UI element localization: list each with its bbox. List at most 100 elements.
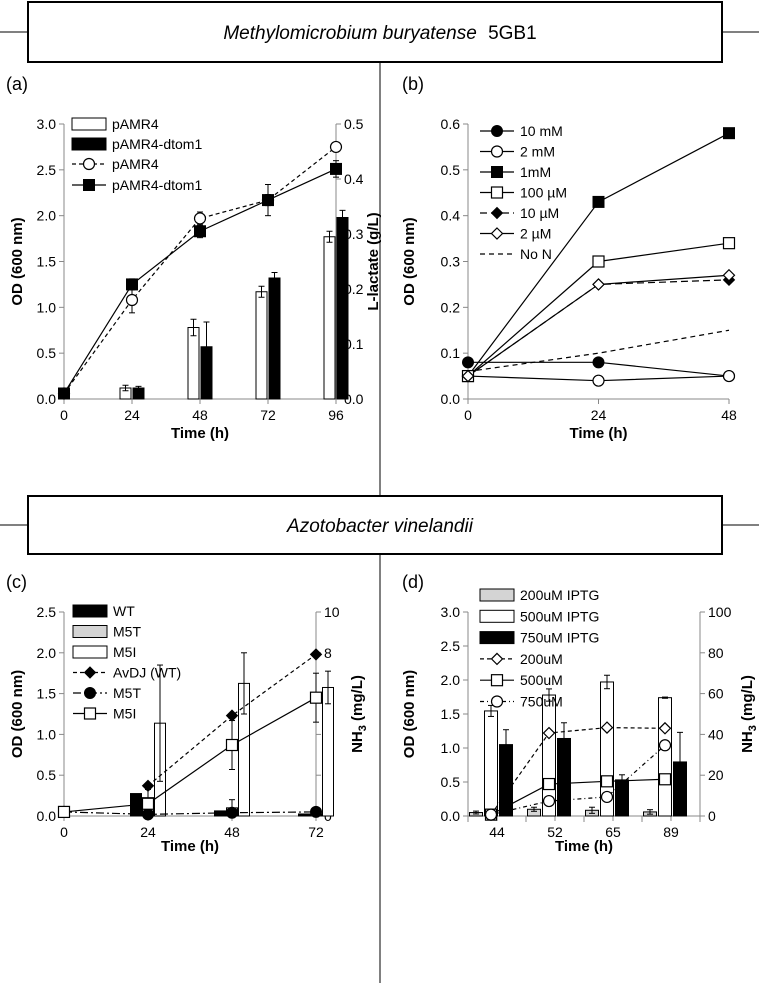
- panel-b-label: (b): [402, 74, 424, 94]
- y2-tick-label: 0.3: [344, 226, 364, 242]
- panel-c-label: (c): [6, 572, 27, 592]
- y-tick-label: 3.0: [441, 604, 461, 620]
- bar-error: [589, 806, 595, 814]
- x-tick-label: 48: [192, 407, 208, 423]
- y2-tick-label: 10: [324, 604, 340, 620]
- legend-b-3-label: 100 µM: [520, 185, 567, 201]
- y2-axis-title: NH3 (mg/L): [739, 675, 759, 753]
- x-tick-label: 72: [260, 407, 276, 423]
- y2-axis-title-part-0: NH: [349, 731, 366, 753]
- y-tick-label: 1.0: [37, 299, 57, 315]
- point-series-1: [658, 773, 672, 786]
- point-pamr4: [193, 212, 207, 225]
- point-series-0: [225, 709, 239, 722]
- legend-b-4-label: 10 µM: [520, 205, 559, 221]
- legend-a-1-label: pAMR4-dtom1: [112, 136, 202, 152]
- y2-tick-label: 0.1: [344, 336, 364, 352]
- bar-error: [326, 230, 333, 243]
- point-series-1: [722, 369, 736, 383]
- legend-c-1-label: M5T: [113, 624, 141, 640]
- point-series-0: [592, 356, 605, 369]
- x-tick-label: 44: [489, 824, 505, 840]
- point-series-2: [542, 794, 556, 808]
- bar-error: [647, 809, 653, 815]
- legend-d-0-swatch: [479, 588, 515, 602]
- point-pamr4-dtom1: [58, 387, 70, 400]
- y2-tick-label: 0.4: [344, 171, 364, 187]
- banner-top-box: [27, 1, 723, 63]
- point-pamr4-dtom1: [126, 278, 138, 291]
- y-tick-label: 0.3: [441, 254, 461, 270]
- line-pamr4-dtom1: [63, 168, 337, 394]
- legend-c-2-label: M5I: [113, 644, 136, 660]
- chart-b: 0.0 0.1 0.2 0.3 0.4 0.5 0.6 0 24 48 Time (h) OD (60…: [401, 116, 737, 442]
- legend-b-2-label: 1mM: [520, 164, 551, 180]
- y2-tick-label: 20: [708, 767, 724, 783]
- legend-a-3-label: pAMR4-dtom1: [112, 177, 202, 193]
- y-tick-label: 0.5: [441, 162, 461, 178]
- y-tick-label: 0.4: [441, 208, 461, 224]
- legend-c-0-swatch: [72, 604, 108, 618]
- y-tick-label: 2.5: [37, 162, 57, 178]
- y-tick-label: 0.5: [441, 774, 461, 790]
- bar-error: [258, 285, 265, 298]
- legend-a-1-swatch: [71, 137, 107, 151]
- y2-tick-label: 80: [708, 645, 724, 661]
- x-axis-title: Time (h): [569, 425, 627, 442]
- legend-d-0-label: 200uM IPTG: [520, 587, 599, 603]
- bar-pamr4-dtom1: [268, 277, 281, 400]
- legend-a-0: pAMR4: [71, 116, 159, 132]
- point-pamr4-dtom1: [262, 194, 274, 207]
- x-tick-label: 0: [60, 407, 68, 423]
- point-series-1: [542, 777, 556, 791]
- bar-iptg-1: [658, 697, 672, 817]
- line-2: [490, 744, 666, 816]
- legend-b-1: 2 mM: [480, 144, 555, 160]
- banner-top-italic: Methylomicrobium buryatense: [223, 23, 476, 44]
- y-tick-label: 1.0: [37, 726, 57, 742]
- x-tick-label: 0: [60, 824, 68, 840]
- point-series-2: [723, 127, 735, 140]
- line-0: [147, 653, 317, 787]
- y2-tick-label: 0.0: [344, 391, 364, 407]
- point-pamr4: [125, 293, 139, 307]
- legend-a-1: pAMR4-dtom1: [71, 136, 202, 152]
- point-series-3: [722, 237, 736, 250]
- legend-d-2: 750uM IPTG: [479, 630, 599, 646]
- legend-c-4: M5T: [73, 685, 141, 701]
- point-series-5: [592, 278, 605, 291]
- legend-d-2-swatch: [479, 631, 515, 645]
- bar-error: [339, 209, 346, 226]
- y-tick-label: 0.0: [441, 808, 461, 824]
- legend-c-4-label: M5T: [113, 685, 141, 701]
- y2-axis-title-part-1: 3: [357, 725, 369, 731]
- point-pamr4-dtom1: [330, 162, 342, 175]
- x-tick-label: 89: [663, 824, 679, 840]
- point-series-5: [461, 369, 475, 383]
- y2-axis-title-part-2: (mg/L): [739, 675, 756, 725]
- legend-b-2-marker: [491, 166, 503, 178]
- y2-tick-label: 8: [324, 645, 332, 661]
- y2-axis-title-part-2: (mg/L): [349, 675, 366, 725]
- legend-d-5: 750uM: [480, 694, 563, 710]
- legend-c-3: AvDJ (WT): [73, 665, 181, 681]
- x-tick-label: 96: [328, 407, 344, 423]
- legend-c-1-swatch: [72, 625, 108, 638]
- point-series-3: [592, 255, 605, 268]
- line-pamr4: [63, 146, 337, 394]
- y-axis-title: OD (600 nm): [401, 670, 418, 758]
- y-tick-label: 0.5: [37, 767, 57, 783]
- chart-d: 0.0 0.5 1.0 1.5 2.0 2.5 3.0 0 20 40 60 80 100 44 52 65 8…: [401, 587, 759, 855]
- y-tick-label: 0.1: [441, 345, 461, 361]
- legend-b-5-marker: [490, 227, 504, 240]
- legend-b-5-label: 2 µM: [520, 226, 551, 242]
- legend-c-1: M5T: [72, 624, 141, 640]
- bar-error: [271, 272, 278, 284]
- y2-tick-label: 60: [708, 686, 724, 702]
- y-tick-label: 1.5: [37, 686, 57, 702]
- x-axis-title: Time (h): [555, 838, 613, 855]
- bar-m5i: [322, 686, 334, 817]
- legend-b-3: 100 µM: [480, 185, 567, 201]
- legend-d-4-marker: [490, 674, 504, 687]
